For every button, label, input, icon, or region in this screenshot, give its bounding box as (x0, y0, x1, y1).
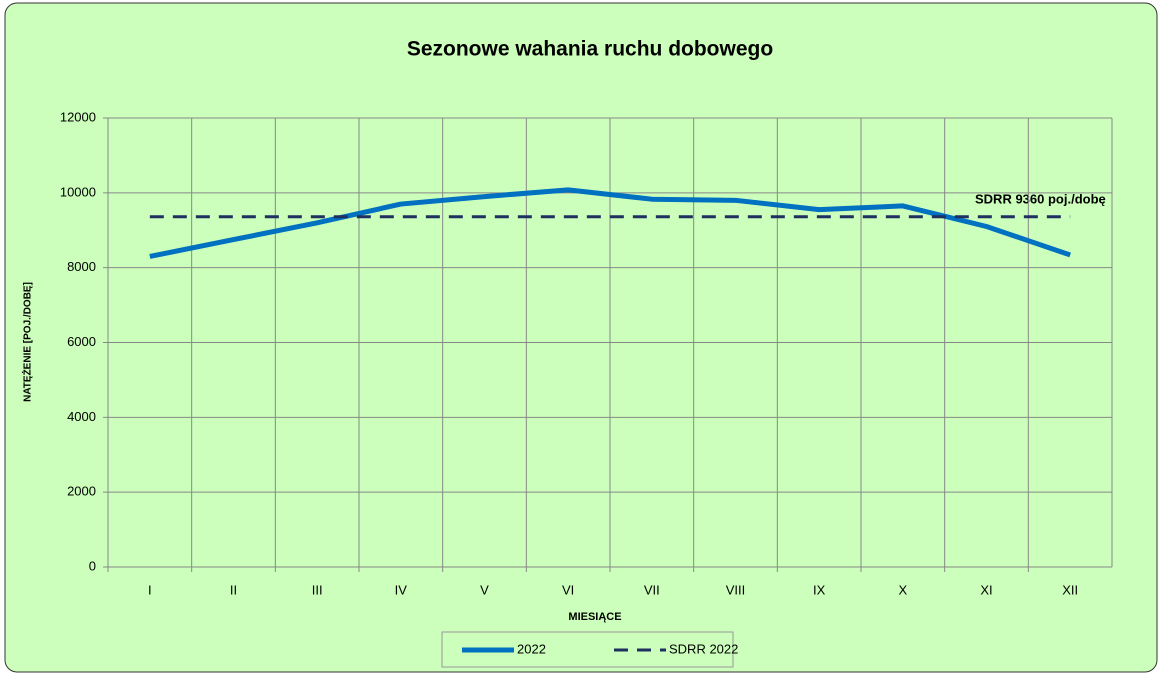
x-tick-label: VIII (726, 582, 746, 597)
legend-label: SDRR 2022 (669, 641, 738, 656)
annotation: SDRR 9360 poj./dobę (975, 191, 1106, 206)
y-tick-label: 6000 (67, 334, 96, 349)
x-tick-label: VII (644, 582, 660, 597)
y-tick-label: 2000 (67, 484, 96, 499)
y-tick-label: 10000 (60, 184, 96, 199)
x-tick-label: XI (980, 582, 992, 597)
legend-label: 2022 (517, 641, 546, 656)
y-tick-label: 12000 (60, 109, 96, 124)
chart-background (4, 2, 1158, 673)
y-tick-label: 4000 (67, 409, 96, 424)
x-tick-label: IX (813, 582, 826, 597)
x-tick-label: I (148, 582, 152, 597)
x-tick-label: X (898, 582, 907, 597)
x-tick-label: II (230, 582, 237, 597)
chart-title: Sezonowe wahania ruchu dobowego (407, 38, 773, 61)
x-tick-label: VI (562, 582, 574, 597)
x-tick-label: III (312, 582, 323, 597)
x-tick-label: V (480, 582, 489, 597)
x-tick-label: IV (395, 582, 408, 597)
x-axis-label: MIESIĄCE (568, 611, 621, 623)
series-line (149, 187, 1071, 259)
y-tick-label: 0 (89, 558, 96, 573)
x-tick-label: XII (1062, 582, 1078, 597)
y-axis-label: NATĘŻENIE [POJ./DOBĘ] (21, 282, 34, 402)
y-tick-label: 8000 (67, 259, 96, 274)
